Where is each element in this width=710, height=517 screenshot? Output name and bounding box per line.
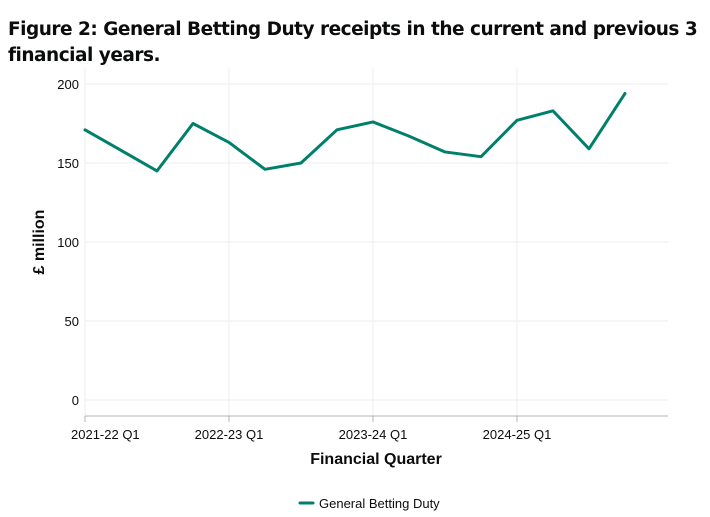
legend-label: General Betting Duty bbox=[319, 496, 440, 511]
data-point bbox=[117, 146, 125, 154]
y-tick-label: 0 bbox=[72, 393, 79, 408]
y-tick-label: 150 bbox=[57, 156, 79, 171]
series-line-general-betting-duty bbox=[83, 91, 627, 173]
y-tick-label: 200 bbox=[57, 77, 79, 92]
series-lines bbox=[81, 89, 629, 175]
data-point bbox=[513, 116, 521, 124]
x-axis-title: Financial Quarter bbox=[310, 451, 442, 468]
data-point bbox=[369, 118, 377, 126]
data-point bbox=[405, 132, 413, 140]
x-tick-label: 2022-23 Q1 bbox=[195, 427, 264, 442]
grid-lines bbox=[84, 68, 668, 416]
y-axis-title: £ million bbox=[31, 210, 48, 275]
data-point bbox=[585, 145, 593, 153]
data-point bbox=[81, 126, 89, 134]
chart-title: Figure 2: General Betting Duty receipts … bbox=[8, 19, 698, 66]
x-tick-label: 2023-24 Q1 bbox=[339, 427, 408, 442]
axes: 0 50 100 150 200 2021-22 Q1 2022-23 Q1 2023-24 … bbox=[57, 77, 668, 442]
legend: General Betting Duty bbox=[298, 496, 440, 511]
data-point bbox=[153, 167, 161, 175]
data-point bbox=[549, 107, 557, 115]
data-point bbox=[477, 153, 485, 161]
x-tick-label: 2021-22 Q1 bbox=[71, 427, 140, 442]
data-point bbox=[297, 159, 305, 167]
x-tick-label: 2024-25 Q1 bbox=[483, 427, 552, 442]
data-point bbox=[333, 126, 341, 134]
data-point bbox=[189, 120, 197, 128]
data-point bbox=[621, 89, 629, 97]
data-point bbox=[441, 148, 449, 156]
y-tick-label: 50 bbox=[65, 314, 79, 329]
y-tick-label: 100 bbox=[57, 235, 79, 250]
data-point bbox=[261, 165, 269, 173]
data-point bbox=[225, 138, 233, 146]
